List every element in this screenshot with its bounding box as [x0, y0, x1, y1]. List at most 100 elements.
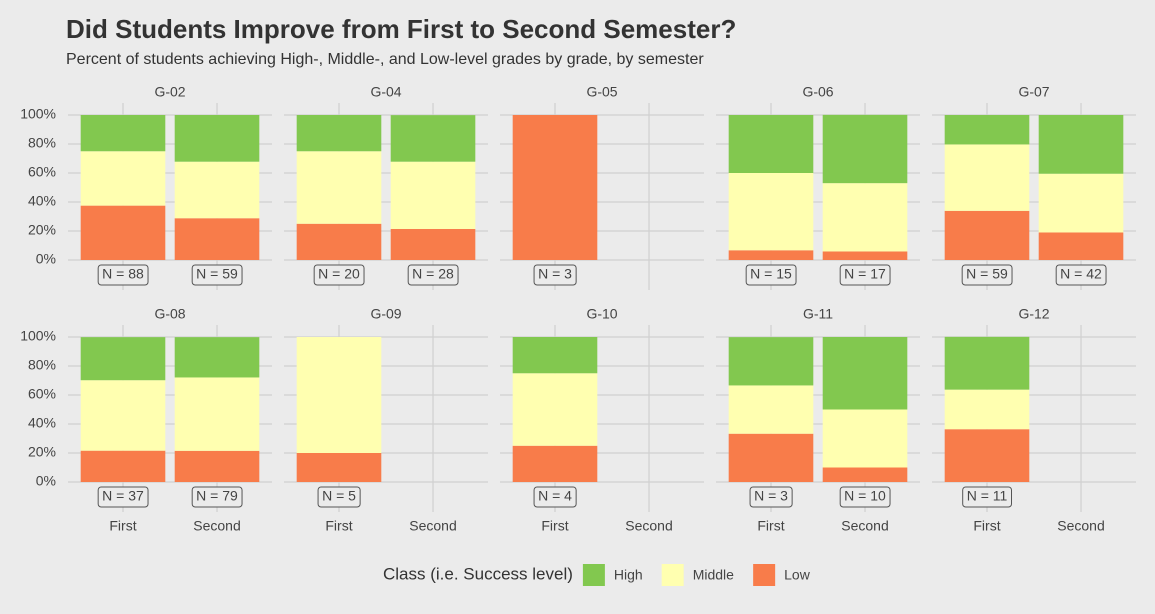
n-label: N = 15 — [750, 266, 792, 282]
x-tick-label: Second — [193, 518, 240, 534]
x-tick-label: Second — [625, 518, 672, 534]
bar-segment — [390, 228, 476, 260]
n-label: N = 5 — [322, 488, 356, 504]
n-label-box — [407, 264, 459, 286]
legend-title: Class (i.e. Success level) — [383, 564, 573, 583]
facet-title: G-06 — [802, 84, 833, 100]
n-label-box — [839, 264, 891, 286]
n-label: N = 59 — [966, 266, 1008, 282]
n-label: N = 11 — [967, 488, 1008, 504]
y-tick-label: 0% — [36, 473, 56, 489]
bar-segment — [296, 453, 382, 482]
n-label-box — [191, 486, 243, 508]
n-label-box — [745, 264, 797, 286]
bar-segment — [296, 151, 382, 224]
n-label: N = 88 — [102, 266, 144, 282]
bar-segment — [512, 337, 598, 374]
legend-key — [582, 564, 605, 586]
bar-segment — [296, 337, 382, 453]
x-tick-label: First — [541, 518, 568, 534]
x-tick-label: First — [325, 518, 352, 534]
x-tick-label: Second — [409, 518, 456, 534]
legend-label: Middle — [693, 567, 734, 583]
bar-segment — [728, 337, 814, 386]
bar-segment — [728, 115, 814, 173]
y-tick-label: 60% — [28, 386, 56, 402]
n-label: N = 4 — [538, 488, 572, 504]
facet-title: G-05 — [586, 84, 617, 100]
y-tick-label: 100% — [20, 328, 56, 344]
bar-segment — [1038, 115, 1124, 174]
bar-segment — [80, 205, 166, 260]
n-label-box — [191, 264, 243, 286]
bar-segment — [822, 467, 908, 482]
bar-segment — [822, 409, 908, 468]
bar-segment — [296, 115, 382, 152]
bar-segment — [944, 336, 1030, 390]
n-label: N = 3 — [538, 266, 572, 282]
y-tick-label: 60% — [28, 164, 56, 180]
n-label: N = 10 — [844, 488, 886, 504]
bar-segment — [1038, 232, 1124, 260]
y-tick-label: 80% — [28, 357, 56, 373]
bar-segment — [390, 115, 476, 162]
n-label-box — [313, 264, 365, 286]
bar-segment — [174, 377, 260, 451]
x-tick-label: First — [757, 518, 784, 534]
chart-title: Did Students Improve from First to Secon… — [66, 14, 736, 44]
bar-segment — [512, 373, 598, 446]
n-label-box — [97, 264, 149, 286]
n-label: N = 28 — [412, 266, 454, 282]
n-label-box — [749, 486, 793, 508]
n-label-box — [533, 486, 577, 508]
n-label: N = 3 — [754, 488, 788, 504]
bar-segment — [944, 115, 1030, 145]
bar-segment — [174, 218, 260, 260]
legend-label: High — [614, 567, 643, 583]
n-label-box — [839, 486, 891, 508]
bar-segment — [728, 250, 814, 260]
y-tick-label: 40% — [28, 415, 56, 431]
n-label: N = 59 — [196, 266, 238, 282]
facet-title: G-12 — [1018, 306, 1049, 322]
facet-title: G-10 — [586, 306, 617, 322]
bar-segment — [1038, 173, 1124, 233]
n-label-box — [533, 264, 577, 286]
facet-title: G-04 — [370, 84, 401, 100]
x-tick-label: First — [109, 518, 136, 534]
x-tick-label: First — [973, 518, 1000, 534]
bar-segment — [822, 183, 908, 252]
legend-key — [661, 564, 684, 586]
bar-segment — [728, 433, 814, 482]
n-label-box — [317, 486, 361, 508]
facet-title: G-09 — [370, 306, 401, 322]
x-tick-label: Second — [1057, 518, 1104, 534]
bar-segment — [822, 337, 908, 410]
n-label-box — [1055, 264, 1107, 286]
bar-segment — [944, 210, 1030, 260]
bar-segment — [80, 450, 166, 482]
bar-segment — [728, 173, 814, 251]
y-tick-label: 20% — [28, 222, 56, 238]
bar-segment — [80, 337, 166, 381]
n-label: N = 42 — [1060, 266, 1102, 282]
legend-label: Low — [784, 567, 811, 583]
bar-segment — [822, 114, 908, 184]
y-tick-label: 80% — [28, 135, 56, 151]
facet-title: G-08 — [154, 306, 185, 322]
legend-key — [753, 564, 776, 586]
bar-segment — [80, 151, 166, 206]
bar-segment — [174, 337, 260, 378]
n-label: N = 17 — [844, 266, 886, 282]
bar-segment — [512, 445, 598, 482]
y-tick-label: 20% — [28, 444, 56, 460]
bar-segment — [944, 389, 1030, 430]
chart-subtitle: Percent of students achieving High-, Mid… — [66, 51, 704, 68]
n-label: N = 20 — [318, 266, 360, 282]
n-label-box — [961, 264, 1013, 286]
n-label-box — [962, 486, 1013, 508]
n-label-box — [97, 486, 149, 508]
y-tick-label: 0% — [36, 251, 56, 267]
n-label: N = 37 — [102, 488, 144, 504]
